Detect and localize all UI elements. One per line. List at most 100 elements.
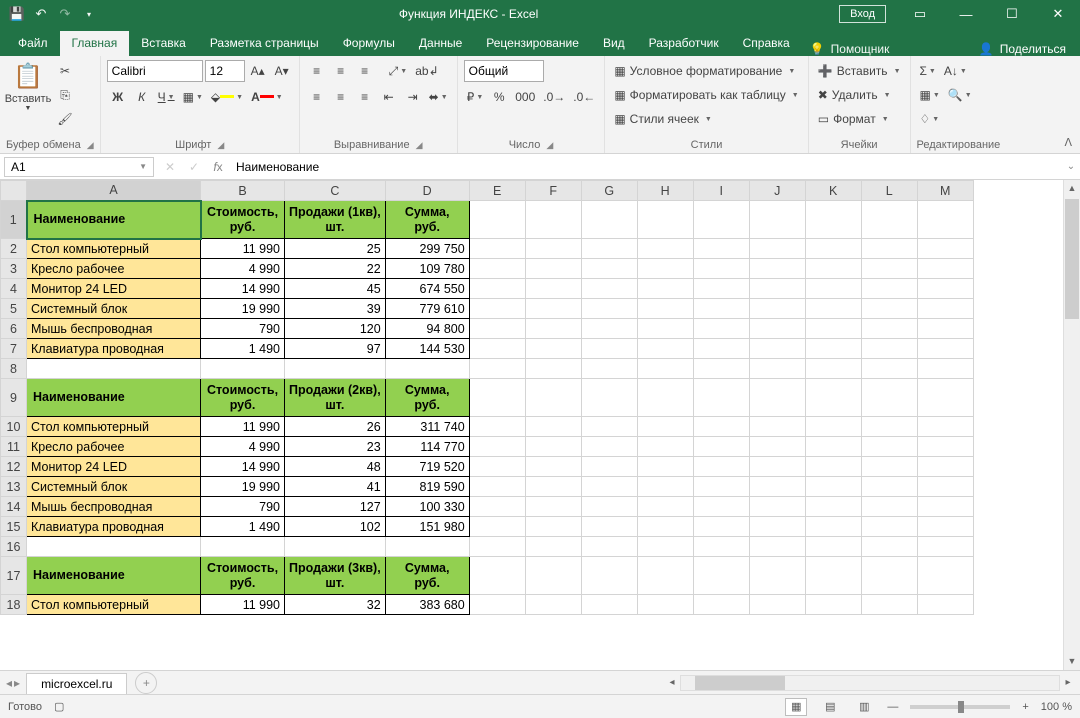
- cell[interactable]: Клавиатура проводная: [27, 339, 201, 359]
- clear-button[interactable]: ♢▼: [917, 108, 943, 130]
- font-color-button[interactable]: A▼: [248, 86, 286, 108]
- cell[interactable]: 819 590: [385, 477, 469, 497]
- cell[interactable]: 779 610: [385, 299, 469, 319]
- expand-formula-bar-icon[interactable]: ⌄: [1062, 161, 1080, 172]
- fill-button[interactable]: ▦▼: [917, 84, 943, 106]
- tab-file[interactable]: Файл: [6, 31, 60, 56]
- cell[interactable]: [805, 437, 861, 457]
- cell[interactable]: [917, 279, 973, 299]
- column-header[interactable]: K: [805, 181, 861, 201]
- cell[interactable]: [469, 279, 525, 299]
- cell[interactable]: Монитор 24 LED: [27, 457, 201, 477]
- cell[interactable]: [749, 437, 805, 457]
- cell[interactable]: [525, 259, 581, 279]
- cell[interactable]: Стоимость,руб.: [201, 201, 285, 239]
- zoom-in-button[interactable]: +: [1022, 701, 1028, 713]
- cell[interactable]: [525, 477, 581, 497]
- cell[interactable]: 4 990: [201, 259, 285, 279]
- cell[interactable]: [917, 517, 973, 537]
- align-top-button[interactable]: ≡: [306, 60, 328, 82]
- cell[interactable]: [749, 497, 805, 517]
- cell[interactable]: Сумма,руб.: [385, 379, 469, 417]
- cell[interactable]: [693, 359, 749, 379]
- cell[interactable]: [581, 517, 637, 537]
- cell[interactable]: [637, 457, 693, 477]
- row-header[interactable]: 8: [1, 359, 27, 379]
- cell[interactable]: [861, 595, 917, 615]
- font-size-input[interactable]: [205, 60, 245, 82]
- cell[interactable]: [693, 339, 749, 359]
- align-center-button[interactable]: ≡: [330, 86, 352, 108]
- align-left-button[interactable]: ≡: [306, 86, 328, 108]
- decrease-font-button[interactable]: A▾: [271, 60, 293, 82]
- cell[interactable]: [525, 279, 581, 299]
- cell[interactable]: [861, 517, 917, 537]
- cell[interactable]: [861, 557, 917, 595]
- cell[interactable]: 39: [285, 299, 386, 319]
- cell[interactable]: 719 520: [385, 457, 469, 477]
- increase-indent-button[interactable]: ⇥: [402, 86, 424, 108]
- cell[interactable]: Кресло рабочее: [27, 437, 201, 457]
- cell[interactable]: [581, 379, 637, 417]
- cell[interactable]: [917, 477, 973, 497]
- cell[interactable]: Системный блок: [27, 299, 201, 319]
- wrap-text-button[interactable]: ab↲: [412, 60, 441, 82]
- cell[interactable]: [525, 437, 581, 457]
- cell[interactable]: Продажи (1кв),шт.: [285, 201, 386, 239]
- cell[interactable]: 144 530: [385, 339, 469, 359]
- cell[interactable]: 14 990: [201, 457, 285, 477]
- cell[interactable]: [469, 477, 525, 497]
- cell[interactable]: [469, 299, 525, 319]
- cell[interactable]: [581, 497, 637, 517]
- cell[interactable]: [917, 319, 973, 339]
- cell[interactable]: [581, 595, 637, 615]
- cell[interactable]: [861, 299, 917, 319]
- column-header[interactable]: L: [861, 181, 917, 201]
- cell[interactable]: [693, 259, 749, 279]
- cell[interactable]: [637, 417, 693, 437]
- decrease-indent-button[interactable]: ⇤: [378, 86, 400, 108]
- cell[interactable]: Продажи (2кв),шт.: [285, 379, 386, 417]
- cell[interactable]: [917, 497, 973, 517]
- cell[interactable]: 97: [285, 339, 386, 359]
- fill-color-button[interactable]: ⬙▼: [208, 86, 246, 108]
- row-header[interactable]: 3: [1, 259, 27, 279]
- tab-insert[interactable]: Вставка: [129, 31, 198, 56]
- cell[interactable]: [749, 537, 805, 557]
- qat-customize-icon[interactable]: ▾: [80, 5, 98, 23]
- cell[interactable]: [581, 437, 637, 457]
- cell[interactable]: [693, 557, 749, 595]
- zoom-out-button[interactable]: ―: [887, 701, 898, 713]
- cell[interactable]: [525, 537, 581, 557]
- cell[interactable]: [693, 417, 749, 437]
- column-header[interactable]: H: [637, 181, 693, 201]
- accounting-button[interactable]: ₽▼: [464, 86, 487, 108]
- cell[interactable]: [469, 339, 525, 359]
- cell[interactable]: [285, 537, 386, 557]
- format-painter-button[interactable]: 🖌: [54, 108, 76, 130]
- cell[interactable]: Наименование: [27, 379, 201, 417]
- cell[interactable]: [525, 339, 581, 359]
- cell[interactable]: [469, 437, 525, 457]
- cell[interactable]: [861, 201, 917, 239]
- cell[interactable]: Стоимость,руб.: [201, 379, 285, 417]
- cell[interactable]: [805, 497, 861, 517]
- cell[interactable]: [581, 339, 637, 359]
- column-header[interactable]: A: [27, 181, 201, 201]
- cell[interactable]: 32: [285, 595, 386, 615]
- zoom-slider[interactable]: [910, 705, 1010, 709]
- cell[interactable]: [637, 497, 693, 517]
- cell[interactable]: 790: [201, 319, 285, 339]
- cell[interactable]: [917, 239, 973, 259]
- page-layout-view-button[interactable]: ▤: [819, 698, 841, 716]
- cell[interactable]: 26: [285, 417, 386, 437]
- find-select-button[interactable]: 🔍▼: [945, 84, 975, 106]
- cell[interactable]: 22: [285, 259, 386, 279]
- column-header[interactable]: E: [469, 181, 525, 201]
- row-header[interactable]: 1: [1, 201, 27, 239]
- cell[interactable]: [749, 517, 805, 537]
- tab-page-layout[interactable]: Разметка страницы: [198, 31, 331, 56]
- cell[interactable]: [861, 379, 917, 417]
- italic-button[interactable]: К: [131, 86, 153, 108]
- cell[interactable]: [917, 379, 973, 417]
